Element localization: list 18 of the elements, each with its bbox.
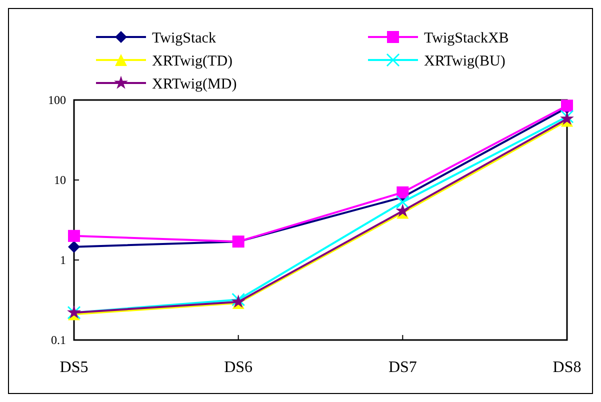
y-tick-label: 0.1 — [51, 333, 66, 348]
y-tick-label: 10 — [54, 173, 66, 188]
legend-label: XRTwig(TD) — [152, 53, 233, 70]
point — [68, 230, 80, 242]
point — [396, 204, 410, 217]
legend-label: XRTwig(MD) — [152, 76, 237, 92]
legend-label: TwigStack — [152, 30, 216, 46]
point — [68, 240, 80, 253]
x-tick-label: DS7 — [388, 359, 417, 376]
legend-label: XRTwig(BU) — [424, 53, 506, 70]
x-tick-label: DS6 — [224, 359, 253, 376]
point — [396, 186, 409, 198]
legend-label: TwigStackXB — [424, 30, 509, 46]
x-tick-label: DS8 — [552, 359, 582, 376]
y-tick-label: 100 — [48, 93, 66, 108]
point — [396, 195, 410, 209]
y-tick-label: 1 — [60, 253, 66, 268]
x-tick-label: DS5 — [60, 359, 88, 376]
